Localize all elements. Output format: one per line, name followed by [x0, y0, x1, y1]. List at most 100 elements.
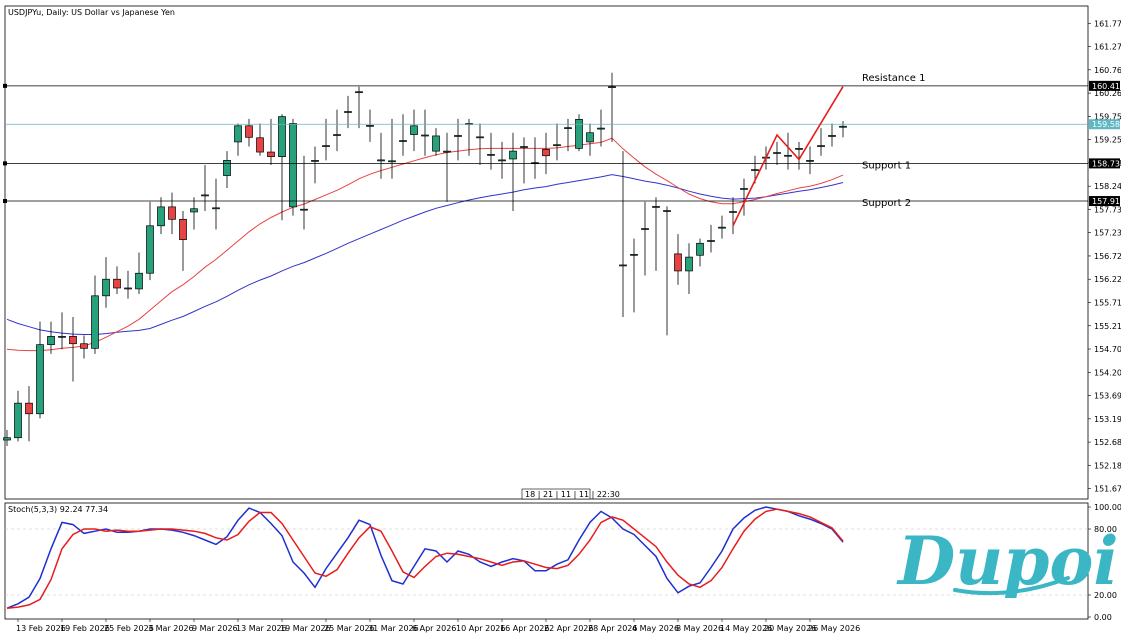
candle[interactable] [135, 252, 143, 294]
time-tick-label: 31 Mar 2026 [368, 624, 419, 633]
pattern-trendline[interactable] [732, 86, 844, 227]
candle-body [234, 125, 242, 143]
stochastic-tick-label: 80.00 [1094, 525, 1117, 534]
chart-title: USDJPYu, Daily: US Dollar vs Japanese Ye… [8, 8, 175, 17]
level-label: Resistance 1 [862, 73, 925, 84]
candle-body [828, 135, 836, 137]
candle[interactable] [377, 132, 385, 179]
candle[interactable] [696, 238, 704, 267]
price-tick-label: 154.200 [1094, 368, 1121, 377]
candle[interactable] [36, 321, 44, 419]
candle[interactable] [718, 215, 726, 239]
candle[interactable] [168, 192, 176, 235]
candle[interactable] [795, 141, 803, 170]
candle[interactable] [124, 270, 132, 299]
candle-body [168, 206, 176, 220]
candle[interactable] [674, 234, 682, 285]
candle-body [91, 295, 99, 349]
candle-body [597, 127, 605, 130]
candle[interactable] [3, 429, 11, 447]
candle[interactable] [234, 123, 242, 156]
candle[interactable] [806, 146, 814, 175]
candle[interactable] [113, 266, 121, 294]
candle[interactable] [91, 275, 99, 354]
candle[interactable] [520, 137, 528, 184]
candle[interactable] [487, 132, 495, 170]
candle[interactable] [476, 123, 484, 165]
candle[interactable] [278, 114, 286, 221]
candle[interactable] [784, 132, 792, 170]
candle[interactable] [817, 128, 825, 156]
candle[interactable] [454, 118, 462, 161]
candle-body [487, 154, 495, 156]
candle[interactable] [630, 238, 638, 313]
candle[interactable] [531, 137, 539, 179]
candle[interactable] [421, 109, 429, 156]
candle[interactable] [311, 146, 319, 184]
time-tick-label: 8 May 2026 [676, 624, 723, 633]
candle[interactable] [223, 151, 231, 188]
candle[interactable] [432, 128, 440, 156]
candle[interactable] [641, 201, 649, 276]
candle[interactable] [102, 257, 110, 308]
candle[interactable] [839, 121, 847, 138]
candle[interactable] [828, 123, 836, 147]
candle[interactable] [586, 123, 594, 156]
candle[interactable] [388, 118, 396, 179]
candle[interactable] [663, 206, 671, 336]
candle-body [179, 218, 187, 240]
candle[interactable] [344, 95, 352, 129]
candle[interactable] [201, 164, 209, 212]
candle[interactable] [542, 132, 550, 175]
candle[interactable] [14, 390, 22, 442]
candle[interactable] [80, 335, 88, 359]
candle[interactable] [355, 86, 363, 129]
candle[interactable] [619, 151, 627, 318]
candle[interactable] [333, 109, 341, 152]
candle[interactable] [322, 118, 330, 161]
candle[interactable] [729, 197, 737, 235]
candle[interactable] [608, 72, 616, 142]
candle[interactable] [256, 123, 264, 156]
candle[interactable] [179, 211, 187, 271]
candle[interactable] [399, 114, 407, 156]
time-tick-label: 10 Apr 2026 [456, 624, 505, 633]
candle[interactable] [553, 123, 561, 161]
candle[interactable] [443, 132, 451, 202]
candle[interactable] [597, 109, 605, 147]
candle[interactable] [300, 155, 308, 230]
candle-body [267, 151, 275, 158]
candle[interactable] [410, 109, 418, 152]
candle[interactable] [47, 321, 55, 354]
candle[interactable] [212, 178, 220, 230]
candle[interactable] [740, 178, 748, 216]
price-panel[interactable]: 151.675 152.180 152.685 153.190 153.695 154.2… [3, 5, 1121, 500]
candle-body [355, 91, 363, 94]
stochastic-panel[interactable]: 100.00 80.00 20.00 0.00 [4, 502, 1121, 622]
candle[interactable] [245, 118, 253, 147]
candle[interactable] [509, 132, 517, 212]
candle[interactable] [773, 141, 781, 165]
price-tick-label: 152.685 [1094, 438, 1121, 447]
candle[interactable] [69, 317, 77, 382]
candle[interactable] [58, 312, 66, 350]
candle[interactable] [25, 386, 33, 442]
candle[interactable] [498, 141, 506, 179]
candle-body [443, 150, 451, 153]
candle[interactable] [289, 118, 297, 216]
candle[interactable] [366, 109, 374, 142]
candle[interactable] [267, 118, 275, 165]
candle[interactable] [707, 224, 715, 253]
candle-body [300, 208, 308, 211]
candle[interactable] [157, 197, 165, 235]
candle[interactable] [652, 197, 660, 271]
candle[interactable] [685, 243, 693, 294]
candle[interactable] [190, 197, 198, 230]
candle-body [740, 188, 748, 190]
candle-body [113, 278, 121, 289]
candle[interactable] [575, 114, 583, 152]
candle[interactable] [146, 201, 154, 281]
candle-body [124, 287, 132, 290]
candle-body [14, 402, 22, 439]
